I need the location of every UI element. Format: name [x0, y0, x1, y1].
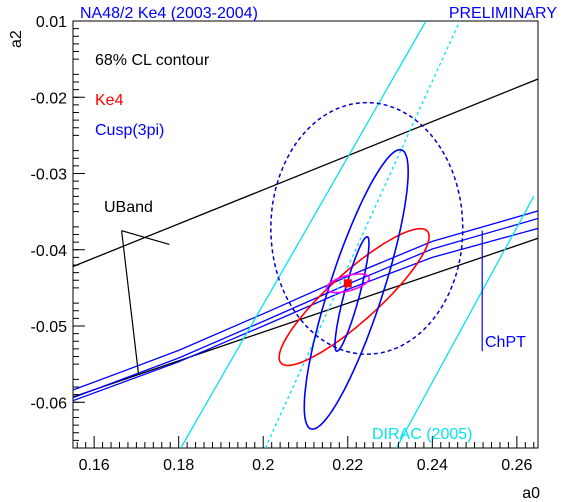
callout-uband-pointer-to-lower-line: [121, 230, 140, 375]
header-left: NA48/2 Ke4 (2003-2004): [80, 5, 258, 22]
annotation-chpt: ChPT: [485, 334, 526, 351]
x-tick-label: 0.18: [163, 457, 194, 474]
x-tick-label: 0.2: [252, 457, 274, 474]
plot-frame: [72, 20, 539, 449]
central-value-marker: [343, 279, 352, 288]
x-tick-label: 0.22: [332, 457, 363, 474]
line-uband-lower: [73, 237, 538, 398]
y-axis-label: a2: [8, 30, 25, 48]
y-tick-label: -0.04: [31, 243, 68, 260]
header-right: PRELIMINARY: [449, 5, 558, 22]
axes: 0.16 0.18 0.2 0.22 0.24 0.26 0.01 -0.02 -0.03 -0.…: [31, 14, 535, 474]
y-tick-label: -0.03: [31, 167, 68, 184]
y-tick-label: -0.05: [31, 319, 68, 336]
line-chpt-band-2: [73, 217, 538, 399]
x-axis-label: a0: [522, 485, 540, 502]
x-tick-label: 0.16: [79, 457, 110, 474]
legend-label-ke4: Ke4: [95, 92, 124, 109]
line-dirac-right: [395, 196, 535, 448]
contour-ke4: [278, 227, 430, 367]
callout-uband-pointer-to-upper-line: [121, 230, 170, 245]
legend-label-cusp: Cusp(3pi): [95, 122, 164, 139]
annotation-dirac: DIRAC (2005): [372, 426, 472, 443]
line-dirac-left: [180, 21, 427, 448]
line-chpt-band-1: [73, 210, 538, 391]
y-tick-label: 0.01: [36, 14, 67, 31]
contour-cusp-3pi-narrow: [334, 236, 370, 353]
x-tick-label: 0.26: [501, 457, 532, 474]
legend-title: 68% CL contour: [95, 52, 210, 69]
contour-cusp-3pi: [303, 148, 410, 430]
line-dirac-center: [264, 21, 461, 448]
contour-dashed-contour: [270, 101, 464, 355]
y-tick-label: -0.06: [31, 395, 68, 412]
y-tick-label: -0.02: [31, 90, 68, 107]
plot-series: [73, 21, 538, 448]
annotation-uband: UBand: [104, 199, 153, 216]
contour-chpt: [325, 273, 370, 294]
x-tick-label: 0.24: [417, 457, 448, 474]
line-uband-upper: [73, 78, 538, 268]
line-chpt-band-3: [73, 227, 538, 402]
